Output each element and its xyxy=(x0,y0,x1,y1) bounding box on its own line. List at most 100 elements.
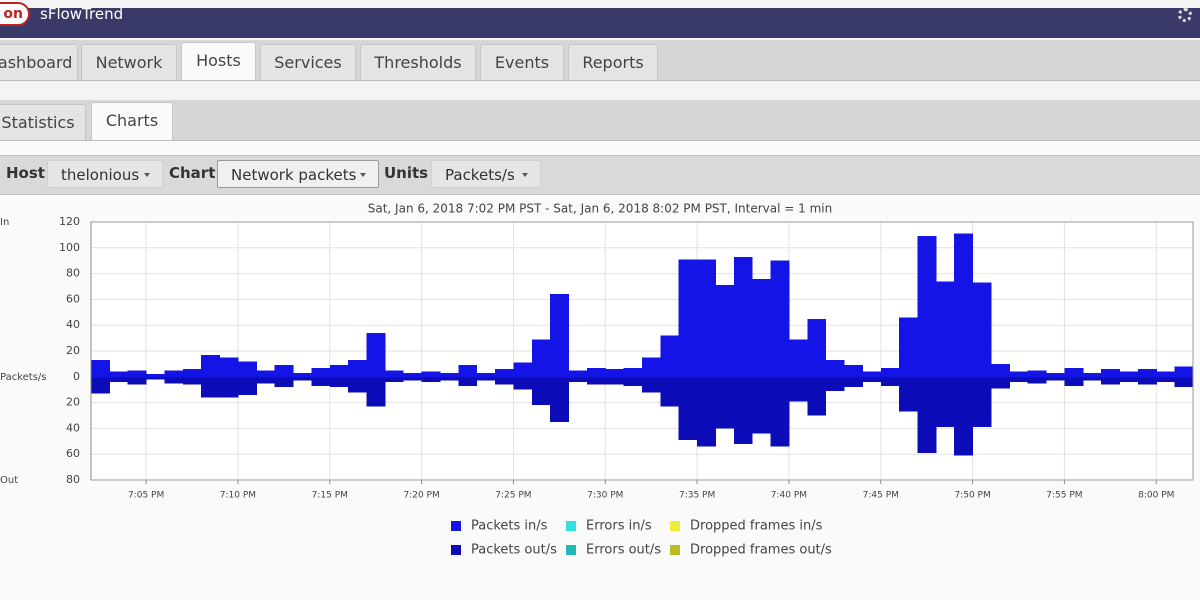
bar xyxy=(311,367,331,377)
bar xyxy=(990,363,1010,377)
bar xyxy=(917,376,937,453)
tab[interactable]: Thresholds xyxy=(360,44,476,80)
bar xyxy=(715,285,735,377)
chart-subtitle: Sat, Jan 6, 2018 7:02 PM PST - Sat, Jan … xyxy=(368,202,832,216)
bar xyxy=(421,376,441,382)
bar xyxy=(1064,367,1084,377)
subtab[interactable]: Statistics xyxy=(0,104,86,140)
legend-label: Packets out/s xyxy=(471,543,557,558)
bar xyxy=(91,360,110,377)
bar xyxy=(513,376,533,390)
bar xyxy=(623,376,643,386)
y-label-top: In xyxy=(0,217,9,228)
bar xyxy=(201,376,221,398)
bar xyxy=(733,376,753,444)
bar xyxy=(623,367,643,377)
bar xyxy=(1137,376,1157,385)
tab[interactable]: Dashboard xyxy=(0,44,78,80)
subtab-bar xyxy=(0,100,1200,141)
legend-swatch xyxy=(451,545,461,555)
bar xyxy=(274,376,294,388)
bar xyxy=(1174,366,1194,377)
host-dropdown[interactable]: thelonious xyxy=(47,160,163,188)
bar xyxy=(1101,376,1121,385)
bar xyxy=(256,376,276,384)
logo[interactable]: on xyxy=(0,2,30,26)
bar xyxy=(219,376,239,398)
bar xyxy=(403,376,423,381)
bar xyxy=(182,369,202,377)
bar xyxy=(458,365,478,377)
x-tick-label: 7:45 PM xyxy=(863,491,899,501)
bar xyxy=(605,376,625,385)
bar xyxy=(146,374,165,377)
y-tick-label: 60 xyxy=(66,292,80,305)
bar xyxy=(678,259,698,377)
bar xyxy=(586,367,606,377)
bar xyxy=(274,365,294,377)
bar xyxy=(1009,371,1029,377)
units-label: Units xyxy=(384,164,429,182)
bar xyxy=(293,372,312,377)
bar xyxy=(1119,371,1139,377)
bar xyxy=(788,376,808,402)
bar xyxy=(1009,376,1029,382)
legend-swatch xyxy=(670,545,680,555)
bar xyxy=(458,376,478,386)
x-tick-label: 7:55 PM xyxy=(1046,491,1082,501)
tab[interactable]: Services xyxy=(260,44,356,80)
y-tick-label: 40 xyxy=(66,421,80,434)
chart-dropdown[interactable]: Network packets xyxy=(217,160,379,188)
bar xyxy=(311,376,331,386)
y-tick-label: 20 xyxy=(66,396,80,409)
bar xyxy=(642,376,661,393)
legend-label: Dropped frames in/s xyxy=(690,519,823,534)
units-dropdown[interactable]: Packets/s xyxy=(431,160,541,188)
bar xyxy=(844,365,863,377)
bar xyxy=(935,376,955,428)
host-label: Host xyxy=(6,164,45,182)
bar xyxy=(476,372,496,377)
settings-icon[interactable] xyxy=(1178,8,1192,22)
x-tick-label: 7:15 PM xyxy=(312,491,348,501)
bar xyxy=(972,376,992,428)
bar xyxy=(293,376,312,381)
bar xyxy=(329,376,349,388)
bar xyxy=(733,256,753,377)
bar xyxy=(256,370,276,377)
legend-swatch xyxy=(670,521,680,531)
bar xyxy=(605,369,625,377)
bar xyxy=(788,339,808,377)
x-tick-label: 7:40 PM xyxy=(771,491,807,501)
tab[interactable]: Events xyxy=(480,44,564,80)
bar xyxy=(146,376,165,380)
tab[interactable]: Hosts xyxy=(181,42,256,80)
bar xyxy=(678,376,698,441)
bar xyxy=(807,376,827,416)
bar xyxy=(127,376,147,385)
bar xyxy=(1027,376,1047,384)
bar xyxy=(1101,369,1121,377)
bar xyxy=(237,361,257,377)
bar xyxy=(550,294,570,377)
bar xyxy=(164,376,184,384)
x-tick-label: 8:00 PM xyxy=(1138,491,1174,501)
x-tick-label: 7:50 PM xyxy=(954,491,990,501)
bar xyxy=(899,376,918,412)
bar xyxy=(348,376,367,393)
subtab[interactable]: Charts xyxy=(91,102,173,140)
bar xyxy=(586,376,606,385)
bar xyxy=(109,376,129,382)
bar xyxy=(1119,376,1139,382)
bar xyxy=(862,371,882,377)
bar xyxy=(568,376,588,382)
bar xyxy=(476,376,496,381)
bar xyxy=(844,376,863,388)
bar xyxy=(366,332,386,377)
tab[interactable]: Reports xyxy=(568,44,658,80)
bar xyxy=(752,278,772,377)
bar xyxy=(1156,376,1176,382)
bar xyxy=(403,372,423,377)
bar xyxy=(495,369,514,377)
tab[interactable]: Network xyxy=(81,44,177,80)
